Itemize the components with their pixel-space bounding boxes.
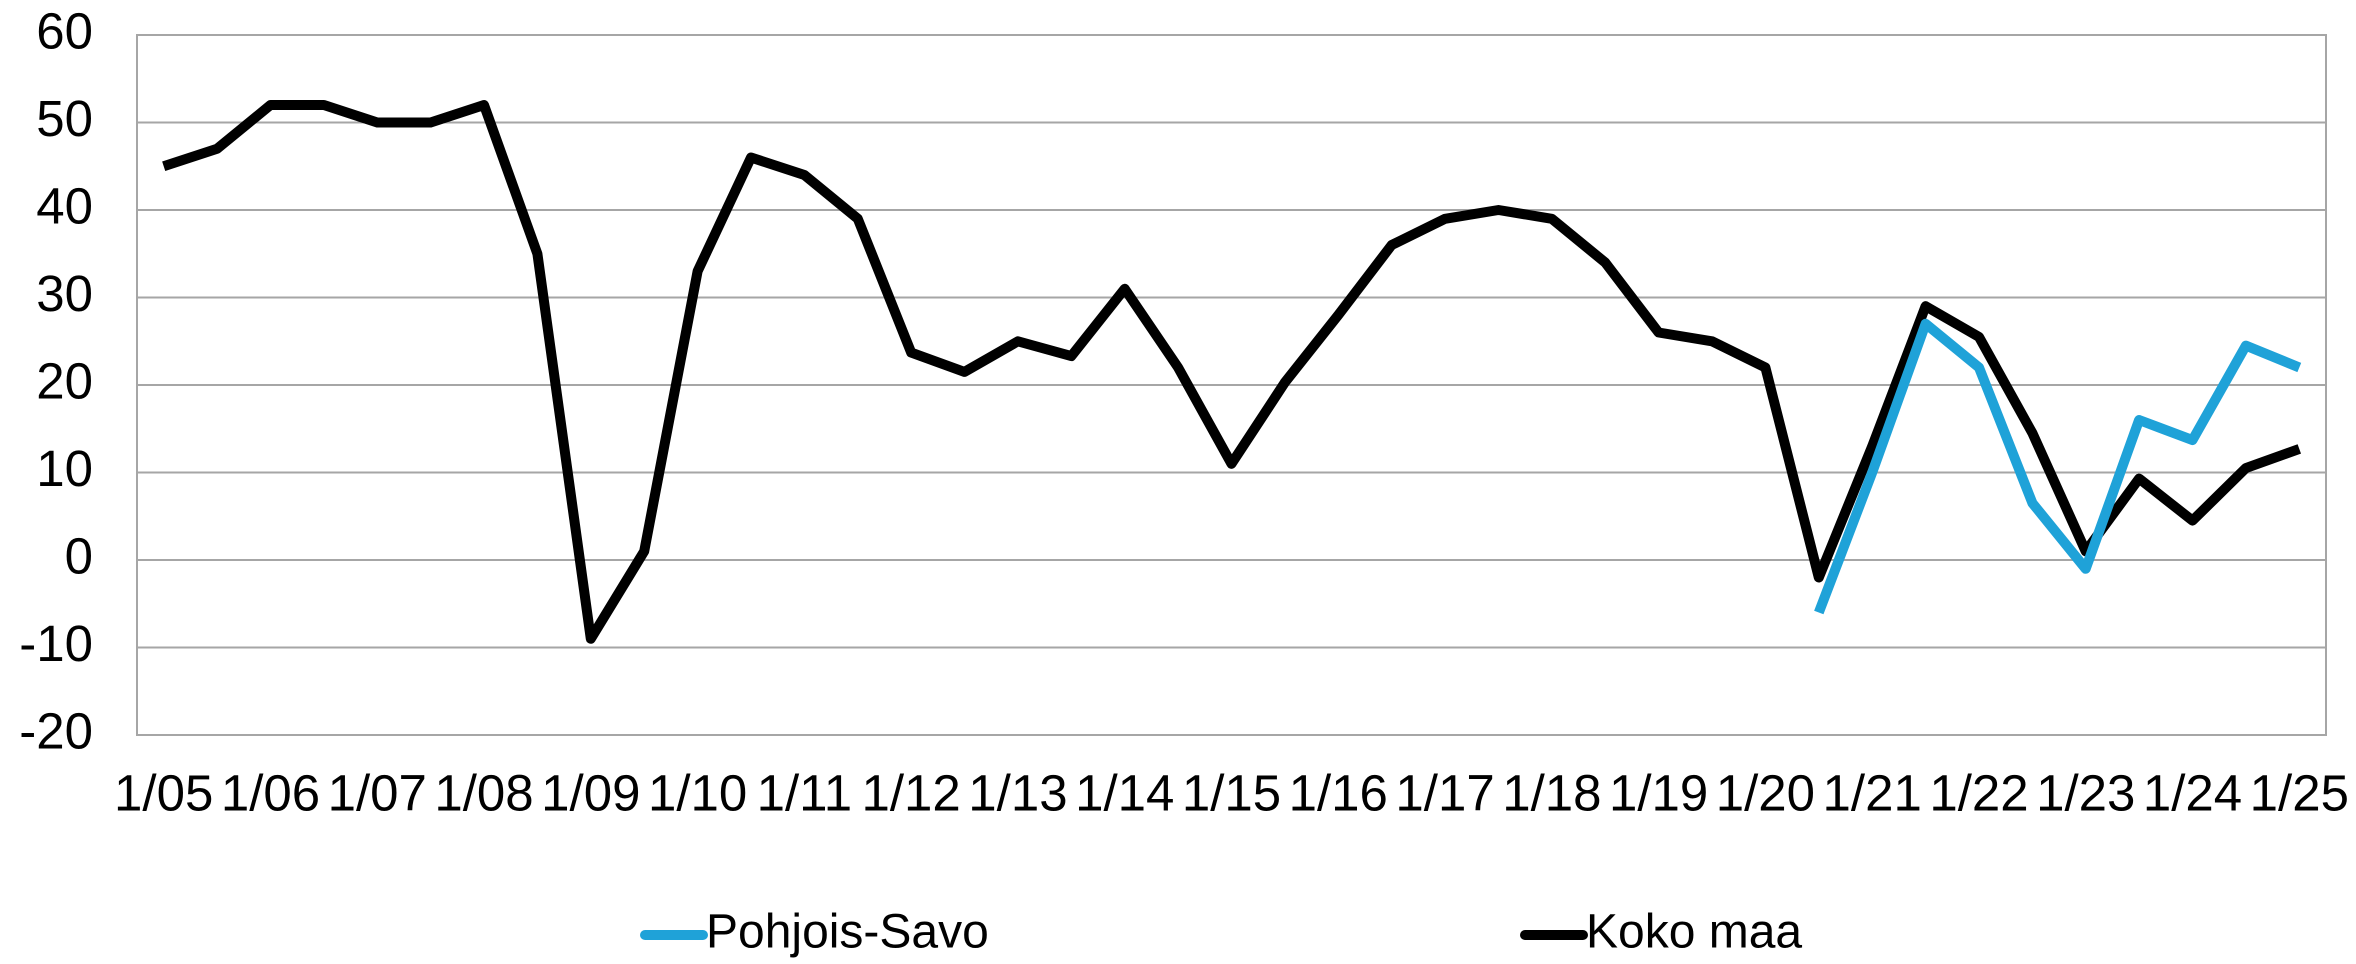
x-tick-label: 1/07 <box>328 764 427 821</box>
y-tick-label: 10 <box>36 440 93 497</box>
y-tick-label: 20 <box>36 352 93 409</box>
line-series <box>1814 318 2302 615</box>
x-tick-label: 1/21 <box>1823 764 1922 821</box>
y-tick-label: 30 <box>36 265 93 322</box>
y-tick-label: 0 <box>65 527 93 584</box>
x-tick-label: 1/23 <box>2036 764 2135 821</box>
x-tick-label: 1/09 <box>541 764 640 821</box>
plot-frame <box>136 34 2327 736</box>
x-tick-label: 1/25 <box>2250 764 2349 821</box>
x-tick-label: 1/08 <box>434 764 533 821</box>
x-tick-label: 1/12 <box>862 764 961 821</box>
legend-label: Koko maa <box>1586 906 1802 959</box>
x-tick-label: 1/16 <box>1289 764 1388 821</box>
x-tick-label: 1/19 <box>1609 764 1708 821</box>
x-tick-label: 1/18 <box>1502 764 1601 821</box>
x-tick-label: 1/15 <box>1182 764 1281 821</box>
x-tick-label: 1/11 <box>757 764 852 821</box>
x-tick-label: 1/24 <box>2143 764 2242 821</box>
y-tick-label: 50 <box>36 90 93 147</box>
x-tick-label: 1/20 <box>1716 764 1815 821</box>
x-tick-label: 1/17 <box>1395 764 1494 821</box>
y-tick-label: -20 <box>19 702 93 759</box>
x-tick-label: 1/22 <box>1929 764 2028 821</box>
y-tick-label: 40 <box>36 177 93 234</box>
y-tick-label: 60 <box>36 2 93 59</box>
line-series <box>162 100 2301 644</box>
x-tick-label: 1/10 <box>648 764 747 821</box>
y-tick-label: -10 <box>19 615 93 672</box>
legend-label: Pohjois-Savo <box>706 906 989 959</box>
x-tick-label: 1/06 <box>221 764 320 821</box>
x-tick-label: 1/14 <box>1075 764 1174 821</box>
x-tick-label: 1/05 <box>114 764 213 821</box>
x-tick-label: 1/13 <box>968 764 1067 821</box>
